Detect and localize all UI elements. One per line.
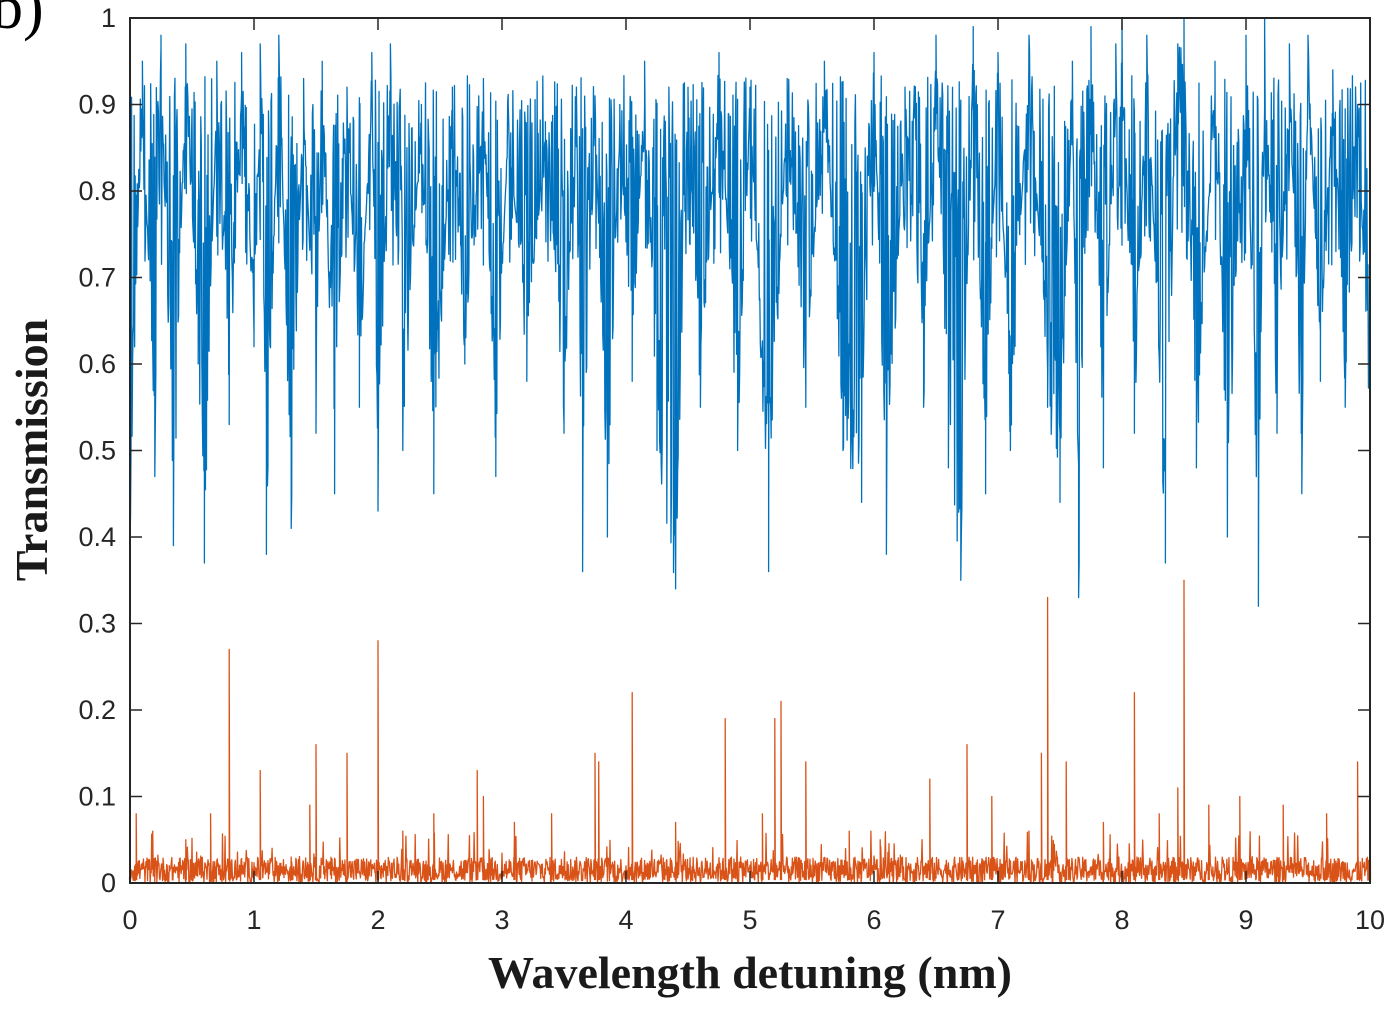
series-upper-line [129, 17, 1371, 607]
x-tick-label: 7 [990, 905, 1005, 935]
y-tick-label: 0.8 [78, 176, 116, 206]
y-tick-label: 0.3 [78, 609, 116, 639]
y-tick-label: 0.2 [78, 695, 116, 725]
x-tick-label: 8 [1114, 905, 1129, 935]
x-tick-label: 3 [494, 905, 509, 935]
y-tick-label: 0.1 [78, 782, 116, 812]
y-tick-label: 0.7 [78, 263, 116, 293]
ticks-layer: 0 1 2 3 4 5 6 7 8 9 10 0 0.1 0.2 0.3 0.4 0.5 0.6 0.7 0.8 0.9… [78, 3, 1385, 935]
y-tick-label: 0.4 [78, 522, 116, 552]
y-tick-label: 0.6 [78, 349, 116, 379]
panel-label: b) [0, 0, 44, 42]
y-axis-label: Transmission [6, 319, 57, 581]
x-tick-label: 6 [866, 905, 881, 935]
x-tick-label: 2 [370, 905, 385, 935]
y-tick-label: 0.5 [78, 436, 116, 466]
x-tick-label: 10 [1355, 905, 1385, 935]
series-layer [128, 17, 1372, 884]
x-tick-label: 1 [246, 905, 261, 935]
x-tick-label: 4 [618, 905, 633, 935]
x-tick-label: 5 [742, 905, 757, 935]
x-axis-label: Wavelength detuning (nm) [488, 947, 1012, 998]
y-tick-label: 0 [101, 868, 116, 898]
y-tick-label: 1 [101, 3, 116, 33]
series-lower-line [128, 579, 1372, 884]
y-tick-label: 0.9 [78, 90, 116, 120]
x-tick-label: 0 [122, 905, 137, 935]
x-tick-label: 9 [1238, 905, 1253, 935]
